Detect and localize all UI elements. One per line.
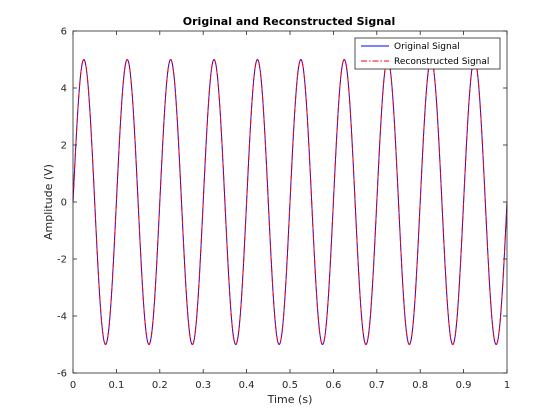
y-tick-label: -6: [57, 369, 67, 380]
x-tick-label: 0.9: [456, 380, 472, 391]
y-tick-label: 4: [61, 84, 67, 95]
x-tick-label: 0.4: [239, 380, 255, 391]
x-axis-label: Time (s): [267, 393, 313, 406]
x-tick-label: 0.7: [369, 380, 385, 391]
y-tick-label: 2: [61, 141, 67, 152]
y-tick-label: 0: [61, 198, 67, 209]
x-tick-label: 0: [70, 380, 76, 391]
x-tick-label: 0.5: [282, 380, 298, 391]
x-tick-label: 0.3: [195, 380, 211, 391]
series-line-reconstructed: [72, 59, 508, 345]
legend: Original Signal Reconstructed Signal: [354, 37, 501, 70]
x-tick-label: 0.2: [152, 380, 168, 391]
y-tick-label: -4: [57, 312, 67, 323]
legend-label-original: Original Signal: [394, 42, 460, 52]
chart-title: Original and Reconstructed Signal: [183, 15, 395, 28]
y-axis-label: Amplitude (V): [42, 164, 55, 240]
y-tick-label: 6: [61, 27, 67, 38]
legend-box: [354, 37, 501, 70]
axes-box: [72, 30, 508, 374]
x-tick-label: 0.8: [412, 380, 428, 391]
x-tick-label: 0.1: [108, 380, 124, 391]
x-tick-label: 0.6: [325, 380, 341, 391]
y-tick-label: -2: [57, 255, 67, 266]
legend-label-reconstructed: Reconstructed Signal: [394, 57, 489, 67]
series-layer: [72, 59, 508, 345]
ticks-layer: 0 0.1 0.2 0.3 0.4 0.5 0.6 0.7 0.8 0.9 1 -6 -4 -2 0 2 4 6: [57, 27, 510, 392]
x-tick-label: 1: [504, 380, 510, 391]
